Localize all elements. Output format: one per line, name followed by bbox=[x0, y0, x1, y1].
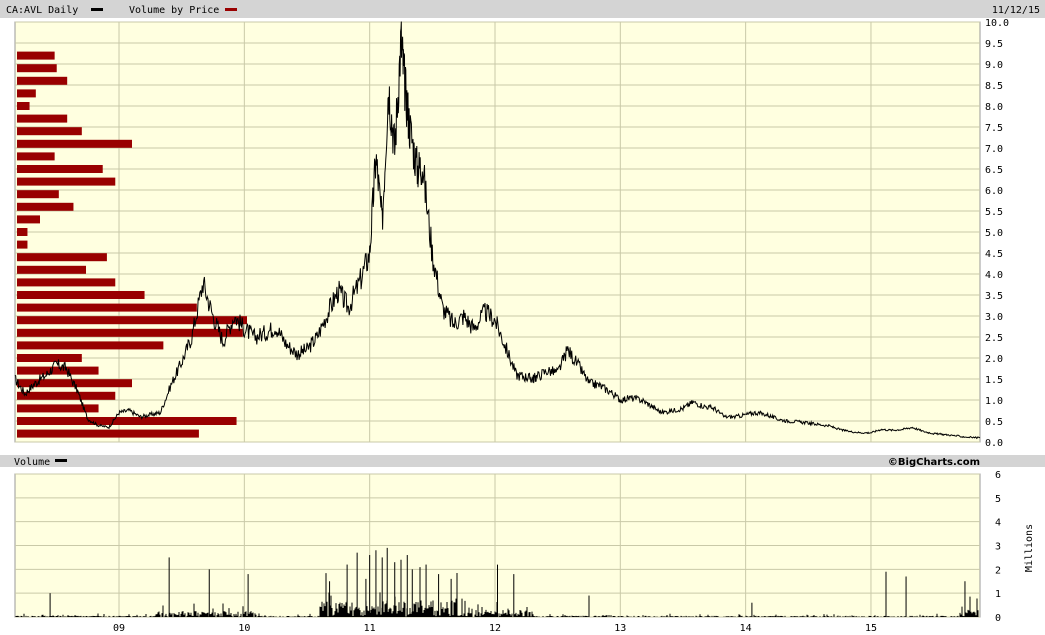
volume-bars bbox=[15, 547, 979, 617]
x-axis-labels: 09 10 11 12 13 14 15 bbox=[113, 623, 877, 634]
price-legend-swatch bbox=[91, 8, 103, 11]
vbp-bar bbox=[17, 278, 116, 287]
vbp-bar bbox=[17, 76, 68, 85]
volume-header-bar bbox=[0, 455, 1045, 467]
vbp-bar bbox=[17, 341, 164, 350]
price-tick-label: 10.0 bbox=[985, 18, 1009, 29]
vbp-bar bbox=[17, 177, 116, 186]
vbp-bar bbox=[17, 265, 86, 274]
vbp-bar bbox=[17, 354, 82, 362]
volume-legend-swatch bbox=[55, 459, 67, 462]
volume-tick-label: 1 bbox=[995, 589, 1001, 600]
x-tick-label: 14 bbox=[740, 623, 752, 634]
price-tick-label: 9.0 bbox=[985, 60, 1003, 71]
volume-tick-label: 6 bbox=[995, 470, 1001, 481]
vbp-bar bbox=[17, 152, 55, 161]
volume-y-axis: 0 1 2 3 4 5 6 bbox=[995, 470, 1001, 624]
x-tick-label: 09 bbox=[113, 623, 125, 634]
vbp-bar bbox=[17, 102, 30, 110]
vbp-legend-label: Volume by Price bbox=[129, 5, 219, 16]
vbp-bar bbox=[17, 165, 103, 173]
header-bar bbox=[0, 0, 1045, 18]
vbp-bar bbox=[17, 127, 82, 136]
vbp-bar bbox=[17, 190, 59, 199]
price-tick-label: 9.5 bbox=[985, 39, 1003, 50]
vbp-legend-swatch bbox=[225, 8, 237, 11]
volume-tick-label: 2 bbox=[995, 565, 1001, 576]
volume-tick-label: 4 bbox=[995, 518, 1001, 529]
vbp-bar bbox=[17, 417, 237, 425]
price-tick-label: 1.0 bbox=[985, 396, 1003, 407]
price-tick-label: 6.0 bbox=[985, 186, 1003, 197]
price-tick-label: 0.5 bbox=[985, 417, 1003, 428]
vbp-bar bbox=[17, 316, 247, 325]
price-tick-label: 3.0 bbox=[985, 312, 1003, 323]
x-tick-label: 10 bbox=[238, 623, 250, 634]
price-tick-label: 5.0 bbox=[985, 228, 1003, 239]
volume-tick-label: 5 bbox=[995, 494, 1001, 505]
price-tick-label: 0.0 bbox=[985, 438, 1003, 449]
price-grid bbox=[15, 21, 980, 443]
vbp-bar bbox=[17, 215, 40, 224]
price-tick-label: 2.0 bbox=[985, 354, 1003, 365]
vbp-bar bbox=[17, 240, 28, 249]
price-tick-label: 8.0 bbox=[985, 102, 1003, 113]
volume-tick-label: 0 bbox=[995, 613, 1001, 624]
volume-tick-label: 3 bbox=[995, 542, 1001, 553]
x-tick-label: 15 bbox=[865, 623, 877, 634]
vbp-bar bbox=[17, 64, 57, 73]
vbp-bar bbox=[17, 404, 99, 413]
price-line bbox=[14, 21, 981, 440]
vbp-bar bbox=[17, 366, 99, 375]
vbp-bar bbox=[17, 291, 145, 299]
vbp-bar bbox=[17, 114, 68, 123]
x-tick-label: 11 bbox=[364, 623, 376, 634]
vbp-bar bbox=[17, 253, 107, 262]
vbp-bar bbox=[17, 303, 197, 312]
header-date: 11/12/15 bbox=[992, 5, 1040, 16]
symbol-label: CA:AVL Daily bbox=[6, 5, 78, 16]
vbp-bar bbox=[17, 328, 243, 337]
price-tick-label: 1.5 bbox=[985, 375, 1003, 386]
vbp-bar bbox=[17, 202, 74, 211]
volume-title: Volume bbox=[14, 457, 50, 468]
vbp-bar bbox=[17, 89, 36, 98]
vbp-bar bbox=[17, 228, 28, 236]
x-tick-label: 13 bbox=[614, 623, 626, 634]
vbp-bar bbox=[17, 51, 55, 60]
price-tick-label: 2.5 bbox=[985, 333, 1003, 344]
price-tick-label: 5.5 bbox=[985, 207, 1003, 218]
vbp-bar bbox=[17, 391, 116, 400]
vbp-bar bbox=[17, 429, 199, 438]
price-tick-label: 8.5 bbox=[985, 81, 1003, 92]
price-tick-label: 4.5 bbox=[985, 249, 1003, 260]
watermark: ©BigCharts.com bbox=[888, 457, 980, 468]
price-tick-label: 7.5 bbox=[985, 123, 1003, 134]
price-tick-label: 7.0 bbox=[985, 144, 1003, 155]
price-tick-label: 3.5 bbox=[985, 291, 1003, 302]
x-tick-label: 12 bbox=[489, 623, 501, 634]
vbp-bar bbox=[17, 139, 132, 148]
price-tick-label: 4.0 bbox=[985, 270, 1003, 281]
volume-unit-label: Millions bbox=[1024, 524, 1035, 572]
price-y-axis: 0.0 0.5 1.0 1.5 2.0 2.5 3.0 3.5 4.0 4.5 5.0 5.5 6.0 6… bbox=[985, 18, 1009, 449]
price-tick-label: 6.5 bbox=[985, 165, 1003, 176]
